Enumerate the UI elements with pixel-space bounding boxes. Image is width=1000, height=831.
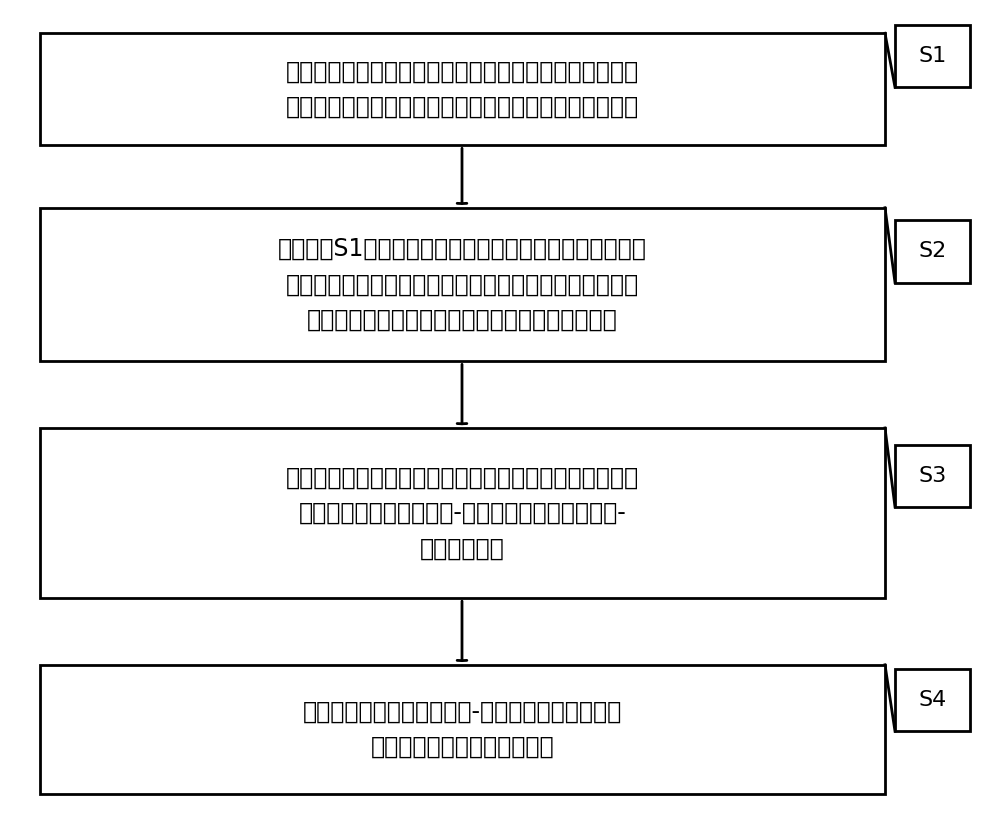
Text: S3: S3: [918, 465, 947, 486]
Text: S2: S2: [918, 241, 947, 262]
Text: 采用步骤S1获得的纯噪声数据集训练生成式模型获得噪声
生成模型，并采用训练的噪声生成模型生成若干新的纯噪
声样本以扩充纯噪声数据集获得新的纯噪声数据集: 采用步骤S1获得的纯噪声数据集训练生成式模型获得噪声 生成模型，并采用训练的噪声…: [278, 237, 647, 332]
FancyBboxPatch shape: [895, 220, 970, 283]
FancyBboxPatch shape: [895, 445, 970, 507]
Text: S4: S4: [918, 690, 947, 711]
FancyBboxPatch shape: [895, 669, 970, 731]
FancyBboxPatch shape: [40, 428, 885, 598]
FancyBboxPatch shape: [40, 665, 885, 794]
Text: S1: S1: [918, 46, 947, 66]
Text: 采用上一步骤获得的无噪声-带噪声数据集训练卷积
神经网络至收敛获得去噪系统: 采用上一步骤获得的无噪声-带噪声数据集训练卷积 神经网络至收敛获得去噪系统: [303, 700, 622, 759]
FancyBboxPatch shape: [40, 208, 885, 361]
Text: 将新的纯噪声数据集中的纯噪声样本迁移到模拟生成的无
噪声图像中以获得无噪声-带噪声样本组成的无噪声-
带噪声数据集: 将新的纯噪声数据集中的纯噪声样本迁移到模拟生成的无 噪声图像中以获得无噪声-带噪…: [286, 465, 639, 561]
FancyBboxPatch shape: [895, 25, 970, 87]
FancyBboxPatch shape: [40, 33, 885, 145]
Text: 获取原始图像数据集，从原始图像数据集中提取每个图像
对应的纯噪声区域以获得纯噪声样本并组成纯噪声数据集: 获取原始图像数据集，从原始图像数据集中提取每个图像 对应的纯噪声区域以获得纯噪声…: [286, 60, 639, 119]
